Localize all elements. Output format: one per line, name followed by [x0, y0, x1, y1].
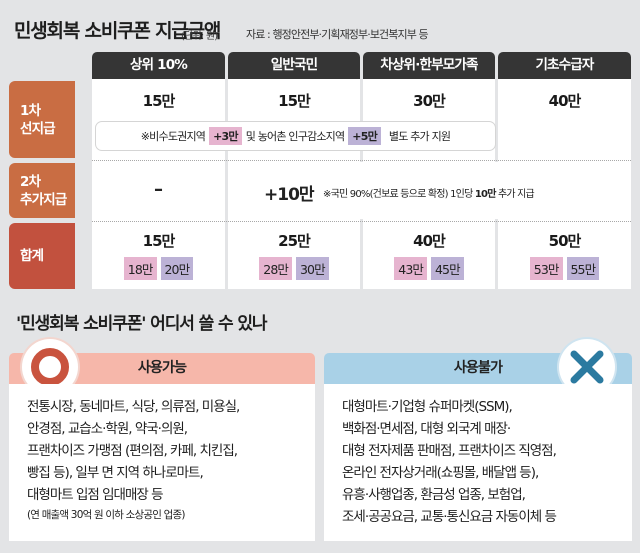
not-allowed-line: 대형 전자제품 판매점, 프랜차이즈 직영점, — [342, 443, 557, 459]
merged-cell-second-row — [228, 162, 631, 219]
not-allowed-line: 온라인 전자상거래(쇼핑몰, 배달앱 등), — [342, 465, 539, 481]
row-divider — [92, 221, 631, 222]
row-label-first-payment: 1차 선지급 — [9, 81, 75, 158]
column-header-top10: 상위 10% — [92, 52, 225, 79]
rural-bonus-chip: +5만 — [348, 127, 381, 145]
first-amount-near-poor: 30만 — [413, 92, 446, 110]
usage-section-title: '민생회복 소비쿠폰' 어디서 쓸 수 있나 — [16, 314, 268, 334]
note-text: ※비수도권지역 — [140, 130, 206, 143]
not-allowed-line: 백화점·면세점, 대형 외국계 매장· — [342, 421, 511, 437]
source-label: 자료 : 행정안전부·기획재정부·보건복지부 등 — [246, 28, 429, 41]
not-allowed-list: 대형마트·기업형 슈퍼마켓(SSM), 백화점·면세점, 대형 외국계 매장· … — [324, 384, 632, 541]
non-capital-total-chip: 18만 — [123, 257, 157, 280]
note-text: 추가 지급 — [495, 189, 535, 200]
second-amount-others: +10만 — [264, 185, 315, 205]
non-capital-total-chip: 28만 — [259, 257, 292, 280]
column-header-basic: 기초수급자 — [498, 52, 631, 79]
column-body-top10 — [92, 79, 225, 289]
allowed-footnote: (연 매출액 30억 원 이하 소상공인 업종) — [27, 509, 185, 521]
rural-total-chip: 30만 — [296, 257, 329, 280]
chart-title: 민생회복 소비쿠폰 지급금액 — [14, 20, 221, 42]
note-bold: 10만 — [474, 189, 497, 200]
column-header-general: 일반국민 — [228, 52, 360, 79]
second-payment-note: ※국민 90%(건보료 등으로 확정) 1인당 10만 추가 지급 — [323, 185, 535, 200]
row-label-total: 합계 — [9, 223, 75, 289]
first-amount-top10: 15만 — [142, 92, 176, 110]
rural-total-chip: 45만 — [431, 257, 464, 280]
not-allowed-line: 유흥·사행업종, 환금성 업종, 보험업, — [342, 487, 526, 503]
total-amount: 50만 — [548, 232, 582, 250]
note-text: 별도 추가 지원 — [388, 130, 451, 143]
allowed-line: 안경점, 교습소·학원, 약국·의원, — [27, 421, 188, 437]
rural-total-chip: 55만 — [566, 257, 600, 280]
total-cell-near-poor: 40만 43만 45만 — [363, 230, 495, 280]
second-amount-top10: – — [154, 179, 163, 200]
total-cell-top10: 15만 18만 20만 — [92, 230, 225, 280]
allowed-line: 대형마트 입점 임대매장 등 — [27, 487, 164, 503]
row-divider — [92, 160, 631, 161]
non-capital-total-chip: 43만 — [394, 257, 427, 280]
rural-total-chip: 20만 — [160, 257, 194, 280]
row-label-line: 합계 — [20, 248, 44, 264]
total-cell-basic: 50만 53만 55만 — [498, 230, 631, 280]
total-amount: 40만 — [413, 232, 446, 250]
not-allowed-line: 조세·공공요금, 교통·통신요금 자동이체 등 — [342, 509, 557, 525]
row-label-line: 선지급 — [20, 120, 56, 137]
non-capital-bonus-chip: +3만 — [209, 127, 242, 145]
row-label-second-payment: 2차 추가지급 — [9, 163, 75, 218]
x-mark-icon — [570, 350, 604, 384]
non-capital-total-chip: 53만 — [529, 257, 563, 280]
total-amount: 25만 — [278, 232, 311, 250]
not-allowed-line: 대형마트·기업형 슈퍼마켓(SSM), — [342, 399, 513, 415]
total-cell-general: 25만 28만 30만 — [228, 230, 360, 280]
row-label-line: 1차 — [20, 102, 41, 119]
first-amount-basic: 40만 — [548, 92, 582, 110]
total-amount: 15만 — [142, 232, 176, 250]
regional-bonus-note: ※비수도권지역 +3만 및 농어촌 인구감소지역 +5만 별도 추가 지원 — [95, 121, 496, 151]
note-text: 및 농어촌 인구감소지역 — [245, 130, 345, 143]
row-label-line: 2차 — [20, 173, 41, 190]
allowed-line: 빵집 등), 일부 면 지역 하나로마트, — [27, 465, 204, 481]
circle-o-icon — [31, 348, 69, 386]
allowed-line: 전통시장, 동네마트, 식당, 의류점, 미용실, — [27, 399, 240, 415]
note-text: ※국민 90%(건보료 등으로 확정) 1인당 — [323, 189, 475, 200]
first-amount-general: 15만 — [278, 92, 311, 110]
column-header-near-poor: 차상위·한부모가족 — [363, 52, 495, 79]
allowed-line: 프랜차이즈 가맹점 (편의점, 카페, 치킨집, — [27, 443, 238, 459]
allowed-list: 전통시장, 동네마트, 식당, 의류점, 미용실, 안경점, 교습소·학원, 약… — [9, 384, 315, 541]
unit-label: (단위: 원) — [181, 31, 218, 42]
row-label-line: 추가지급 — [20, 191, 67, 208]
